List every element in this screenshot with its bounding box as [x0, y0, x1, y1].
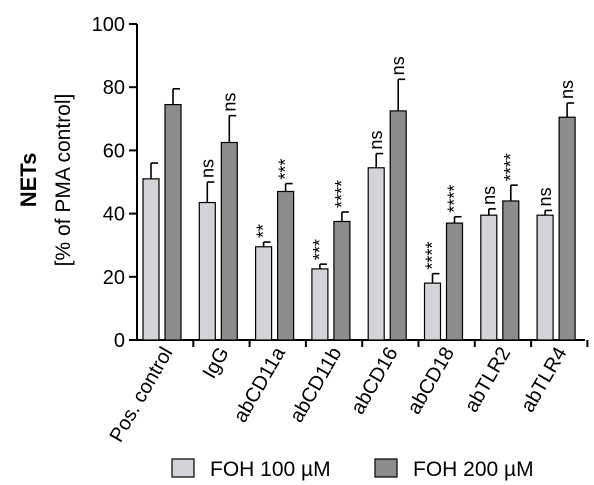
significance-label: *** — [276, 159, 296, 180]
bar-abtlr4-s2 — [558, 116, 576, 341]
significance-label: **** — [332, 180, 352, 208]
x-tick-label: Pos. control — [106, 344, 178, 446]
bar-abcd11a-s1 — [255, 246, 273, 341]
y-tick-label: 20 — [103, 267, 125, 289]
x-tick-label: IgG — [199, 344, 234, 383]
bar-abcd11b-s1 — [311, 268, 329, 341]
legend-swatch-2 — [374, 458, 398, 478]
y-tick-label: 100 — [92, 14, 125, 36]
significance-label: ns — [197, 159, 217, 178]
bar-igg-s1 — [198, 201, 216, 341]
legend-label-1: FOH 100 µM — [210, 458, 331, 481]
bar-abcd11b-s2 — [333, 220, 351, 341]
y-tick-label: 0 — [114, 330, 125, 352]
significance-label: ns — [219, 93, 239, 112]
bar-abtlr4-s1 — [536, 214, 554, 341]
bar-abtlr2-s1 — [480, 214, 498, 341]
significance-label: **** — [445, 185, 465, 213]
bar-abcd11a-s2 — [277, 190, 295, 341]
significance-label: **** — [501, 153, 521, 181]
x-tick-label: abCD11b — [286, 344, 347, 427]
significance-label: ns — [366, 131, 386, 150]
x-tick-label: abTLR2 — [461, 344, 516, 417]
y-axis-label: NETs — [16, 153, 41, 208]
y-tick-label: 60 — [103, 140, 125, 162]
significance-label: ns — [479, 186, 499, 205]
bar-pos-control-s1 — [142, 178, 160, 341]
bar-abtlr2-s2 — [502, 200, 520, 341]
legend: FOH 100 µM FOH 200 µM — [171, 458, 534, 481]
legend-label-2: FOH 200 µM — [413, 458, 534, 481]
x-tick-label: abCD16 — [347, 344, 403, 419]
legend-swatch-1 — [171, 458, 195, 478]
significance-label: *** — [310, 239, 330, 260]
significance-label: ns — [557, 80, 577, 99]
bar-abcd18-s2 — [445, 222, 464, 341]
significance-label: ** — [254, 224, 274, 238]
x-tick-label: abCD18 — [403, 344, 459, 419]
bar-abcd16-s2 — [389, 110, 407, 341]
x-tick-label: abTLR4 — [517, 344, 572, 417]
significance-label: ns — [388, 56, 408, 75]
y-tick-label: 40 — [103, 204, 125, 226]
bar-pos-control-s2 — [164, 103, 182, 341]
y-axis-sublabel: [% of PMA control] — [52, 94, 75, 267]
y-axis-title: NETs [% of PMA control] — [16, 94, 75, 267]
bar-abcd18-s1 — [423, 282, 442, 341]
significance-label: ns — [535, 187, 555, 206]
bar-igg-s2 — [220, 141, 238, 341]
y-tick-label: 80 — [103, 77, 125, 99]
x-tick-label: abCD11a — [230, 343, 291, 427]
bar-abcd16-s1 — [367, 167, 385, 341]
significance-label: **** — [423, 242, 443, 270]
